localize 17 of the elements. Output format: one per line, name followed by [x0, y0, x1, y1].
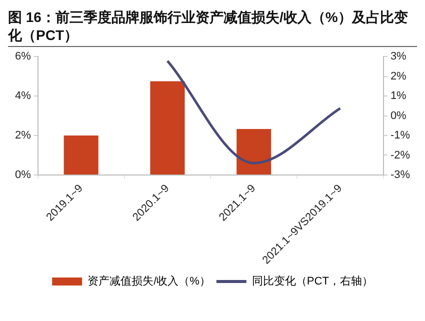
y2-tick-label: 3% [390, 50, 407, 63]
bar [150, 81, 185, 174]
chart-title: 图 16：前三季度品牌服饰行业资产减值损失/收入（%）及占比变化（PCT） [8, 8, 417, 47]
bar [236, 129, 272, 174]
y2-tick-label: 0% [390, 110, 407, 122]
y2-tick-label: 1% [390, 90, 407, 102]
bar [64, 136, 98, 174]
legend-label: 资产减值损失/收入（%） [88, 274, 210, 288]
y2-tick-label: -2% [390, 149, 410, 162]
y2-tick-label: -1% [390, 130, 410, 142]
y2-tick-label: 2% [390, 70, 407, 82]
y-tick-label: 0% [14, 169, 32, 182]
y-tick-label: 4% [14, 90, 32, 102]
legend-label: 同比变化（PCT，右轴） [252, 274, 373, 288]
y-tick-label: 6% [14, 50, 32, 63]
y2-tick-label: -3% [390, 169, 410, 182]
y-tick-label: 2% [14, 130, 32, 142]
